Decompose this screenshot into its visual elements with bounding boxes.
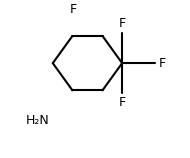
- Text: F: F: [158, 57, 165, 70]
- Text: H₂N: H₂N: [26, 114, 49, 127]
- Text: F: F: [119, 17, 126, 30]
- Text: F: F: [119, 96, 126, 109]
- Text: F: F: [69, 3, 77, 16]
